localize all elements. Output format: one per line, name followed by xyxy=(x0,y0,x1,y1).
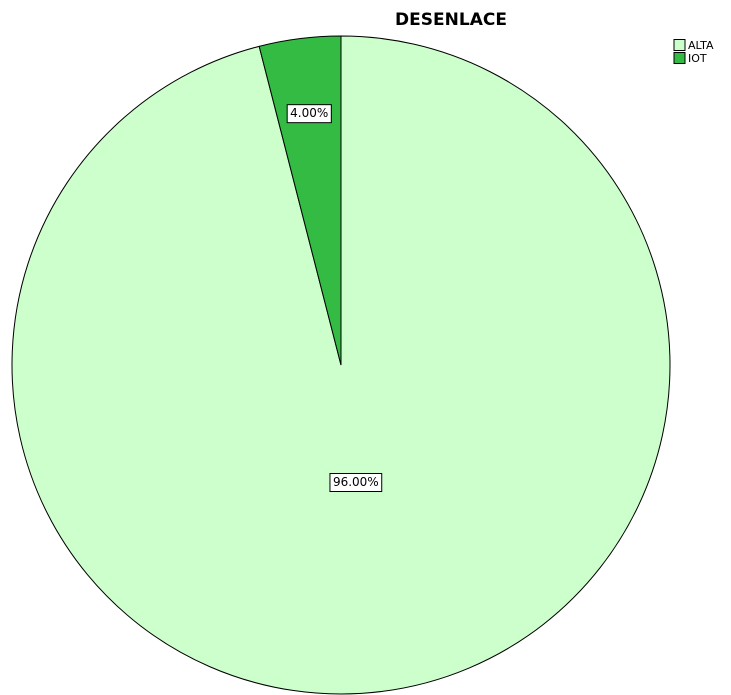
value-label-box xyxy=(286,104,332,124)
legend-label: IOT xyxy=(688,52,707,65)
legend-label: ALTA xyxy=(688,39,714,52)
chart-title: DESENLACE xyxy=(395,10,507,30)
value-label: 96.00% xyxy=(333,475,379,489)
value-label-box xyxy=(329,473,383,493)
legend-swatch xyxy=(673,52,686,64)
value-label: 4.00% xyxy=(290,106,328,120)
legend-swatch xyxy=(673,39,686,51)
